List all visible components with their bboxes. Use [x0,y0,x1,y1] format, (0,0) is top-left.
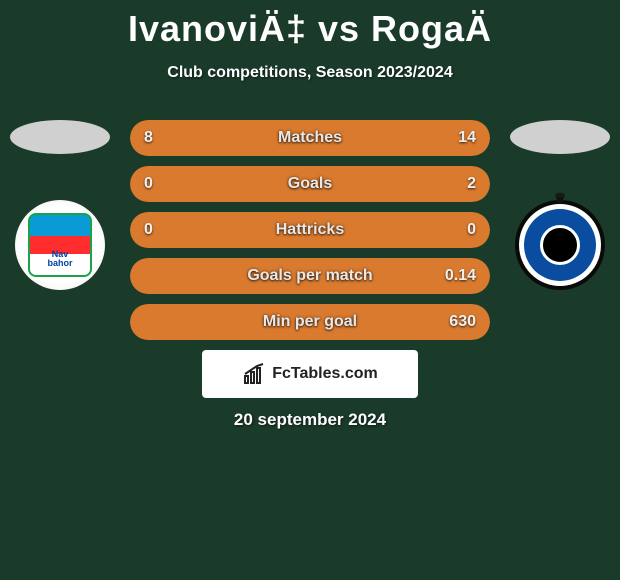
stat-value-right: 0 [467,221,476,239]
stat-row: Min per goal 630 [130,304,490,340]
stat-value-right: 2 [467,175,476,193]
stat-label: Matches [278,129,342,147]
stat-label: Goals [288,175,332,193]
crown-icon: ♛ [554,190,567,207]
stats-container: Matches 8 14 Goals 0 2 Hattricks 0 0 Goals per ma… [130,120,490,350]
stat-value-left: 8 [144,129,153,147]
date-text: 20 september 2024 [0,410,620,430]
player-right-silhouette [510,120,610,154]
player-left-silhouette [10,120,110,154]
stat-label: Min per goal [263,313,357,331]
club-badge-right-core [540,225,580,265]
stat-value-left: 0 [144,221,153,239]
stat-label: Goals per match [247,267,372,285]
stat-value-left: 0 [144,175,153,193]
stat-row: Goals 0 2 [130,166,490,202]
stat-row: Matches 8 14 [130,120,490,156]
stat-label: Hattricks [276,221,344,239]
player-right-column: ♛ [500,120,620,290]
stat-value-right: 630 [449,313,476,331]
club-badge-left-text: Navbahor [47,250,72,268]
branding-box[interactable]: FcTables.com [202,350,418,398]
player-left-column: Navbahor [0,120,120,290]
branding-text: FcTables.com [272,365,378,383]
club-badge-right: ♛ [515,200,605,290]
club-badge-right-ring [524,209,596,281]
stat-row: Hattricks 0 0 [130,212,490,248]
club-badge-left: Navbahor [15,200,105,290]
club-badge-left-inner: Navbahor [28,213,92,277]
stat-value-right: 14 [458,129,476,147]
page-title: IvanoviÄ‡ vs RogaÄ [0,0,620,50]
stat-value-right: 0.14 [445,267,476,285]
page-subtitle: Club competitions, Season 2023/2024 [0,64,620,82]
chart-icon [242,362,266,386]
stat-row: Goals per match 0.14 [130,258,490,294]
